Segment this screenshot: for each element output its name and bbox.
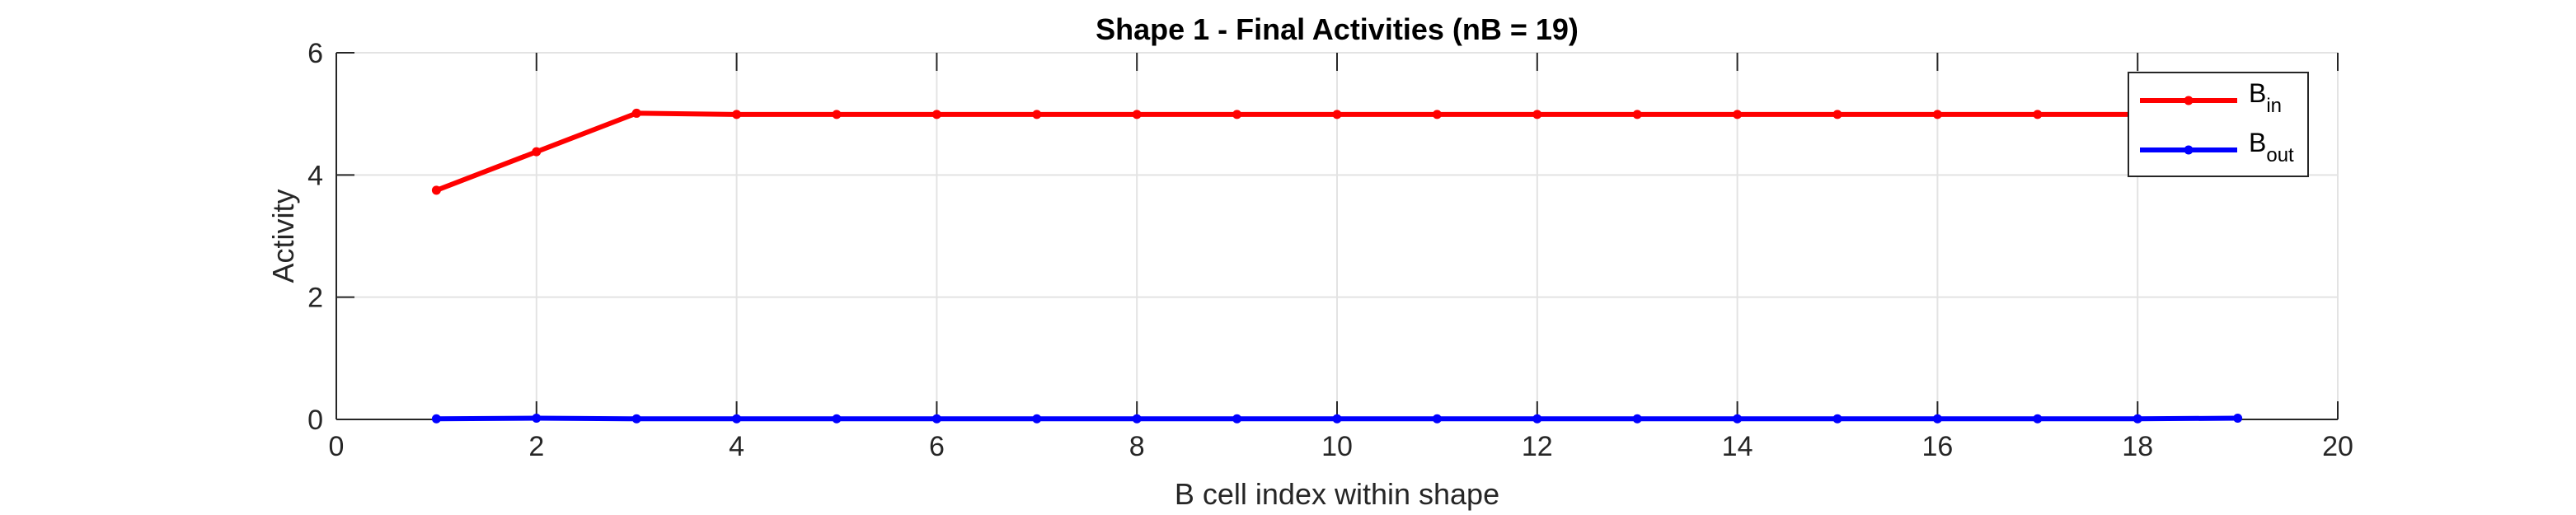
legend-box: [2128, 72, 2309, 177]
data-point: [1832, 110, 1842, 119]
x-tick-label: 4: [729, 431, 744, 462]
data-point: [532, 414, 542, 424]
data-point: [1532, 414, 1542, 424]
data-point: [1332, 110, 1342, 119]
data-point: [2033, 110, 2043, 119]
data-point: [1733, 110, 1743, 119]
legend-marker: [2184, 96, 2194, 105]
x-tick-label: 18: [2122, 431, 2153, 462]
data-point: [732, 414, 742, 424]
data-point: [1632, 414, 1642, 424]
legend-marker: [2184, 145, 2194, 155]
chart-title: Shape 1 - Final Activities (nB = 19): [1096, 12, 1579, 46]
x-tick-label: 12: [1522, 431, 1553, 462]
x-tick-label: 10: [1321, 431, 1353, 462]
y-tick-label: 6: [307, 38, 323, 69]
y-axis-label: Activity: [266, 189, 300, 283]
x-tick-label: 20: [2322, 431, 2353, 462]
x-tick-label: 16: [1921, 431, 1953, 462]
x-tick-label: 2: [528, 431, 544, 462]
data-point: [1532, 110, 1542, 119]
data-point: [2033, 414, 2043, 424]
data-point: [1733, 414, 1743, 424]
data-point: [532, 147, 542, 157]
data-point: [2133, 414, 2142, 424]
data-point: [431, 414, 441, 424]
data-point: [1232, 110, 1242, 119]
y-tick-label: 0: [307, 405, 323, 436]
data-point: [931, 110, 941, 119]
data-point: [1032, 110, 1042, 119]
x-tick-label: 0: [329, 431, 345, 462]
data-point: [832, 414, 842, 424]
data-point: [931, 414, 941, 424]
data-point: [431, 185, 441, 195]
legend-label-subscript: out: [2266, 144, 2294, 166]
y-tick-label: 2: [307, 283, 323, 314]
data-point: [832, 110, 842, 119]
data-point: [631, 414, 641, 424]
data-point: [1032, 414, 1042, 424]
data-point: [1432, 414, 1442, 424]
data-point: [1932, 110, 1942, 119]
data-point: [1432, 110, 1442, 119]
legend-label-subscript: in: [2266, 95, 2282, 117]
data-point: [1132, 110, 1142, 119]
data-point: [1832, 414, 1842, 424]
data-point: [732, 110, 742, 119]
x-tick-label: 8: [1129, 431, 1145, 462]
ticks: 0 2 4 6 8 10 12 14 16 18 20 0 2 4 6: [307, 38, 2353, 462]
data-point: [1932, 414, 1942, 424]
series-group: [431, 108, 2243, 424]
data-point: [1332, 414, 1342, 424]
data-point: [1232, 414, 1242, 424]
data-point: [631, 108, 641, 118]
x-tick-label: 6: [929, 431, 945, 462]
y-tick-label: 4: [307, 160, 323, 191]
x-axis-label: B cell index within shape: [1175, 477, 1499, 511]
data-point: [2233, 414, 2243, 424]
data-point: [1132, 414, 1142, 424]
data-point: [1632, 110, 1642, 119]
x-tick-label: 14: [1722, 431, 1753, 462]
